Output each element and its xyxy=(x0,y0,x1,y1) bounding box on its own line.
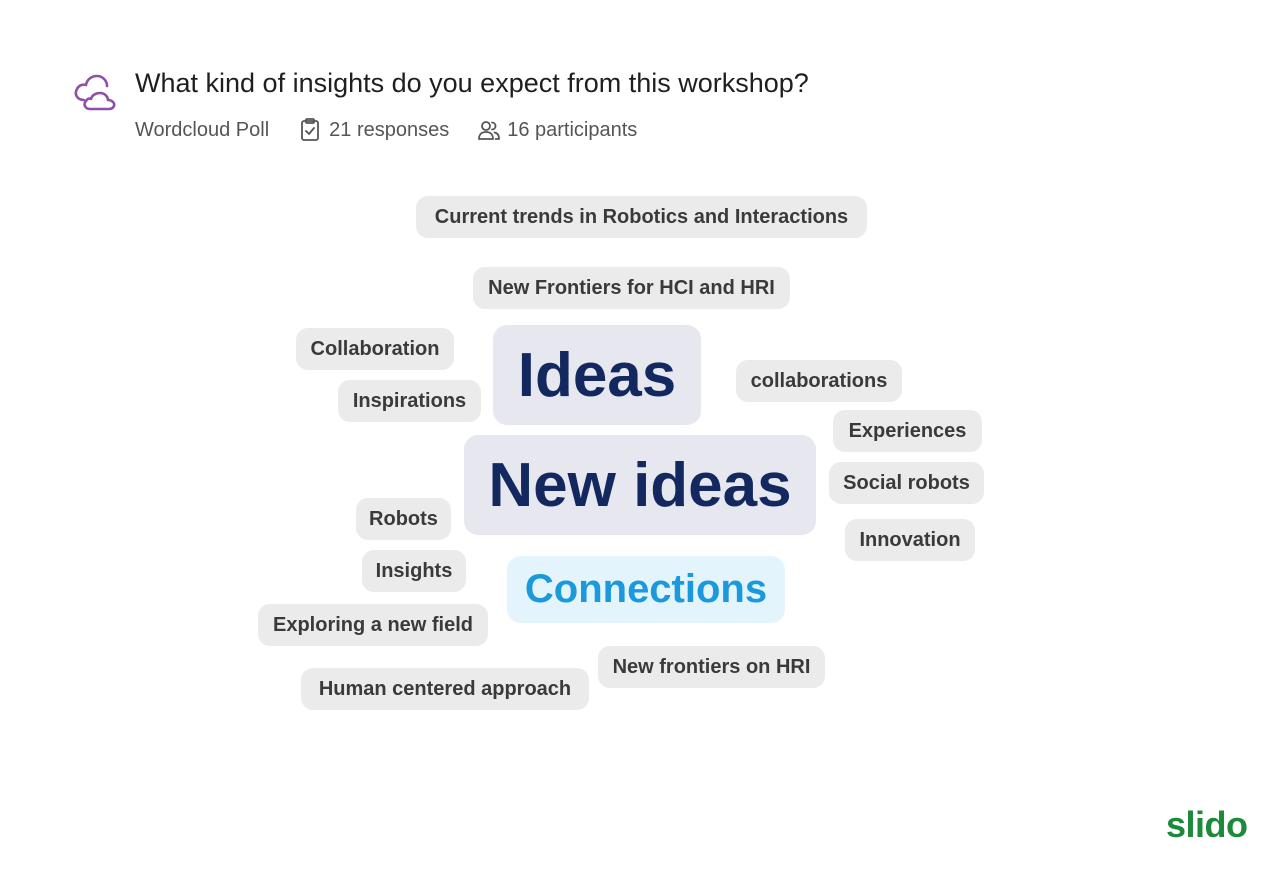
poll-type-label: Wordcloud Poll xyxy=(135,118,270,141)
word-experiences: Experiences xyxy=(833,410,982,452)
word-ideas: Ideas xyxy=(493,325,701,425)
cloud-icon xyxy=(72,72,118,114)
slido-logo: slido xyxy=(1166,804,1248,845)
responses-label: 21 responses xyxy=(329,118,450,141)
word-current-trends: Current trends in Robotics and Interacti… xyxy=(416,196,867,238)
word-collaboration: Collaboration xyxy=(296,328,454,370)
word-new-frontiers-hri: New frontiers on HRI xyxy=(598,646,825,688)
responses-count: 21 responses xyxy=(299,118,449,142)
word-exploring-new-field: Exploring a new field xyxy=(258,604,488,646)
word-new-frontiers-hci-hri: New Frontiers for HCI and HRI xyxy=(473,267,790,309)
word-human-centered-approach: Human centered approach xyxy=(301,668,589,710)
word-inspirations: Inspirations xyxy=(338,380,481,422)
clipboard-check-icon xyxy=(299,118,321,142)
word-collaborations: collaborations xyxy=(736,360,902,402)
participants-label: 16 participants xyxy=(507,118,638,141)
word-social-robots: Social robots xyxy=(829,462,984,504)
participants-count: 16 participants xyxy=(477,118,637,142)
poll-meta: Wordcloud Poll 21 responses 16 participa… xyxy=(135,116,665,144)
users-icon xyxy=(477,118,501,142)
word-innovation: Innovation xyxy=(845,519,975,561)
word-robots: Robots xyxy=(356,498,451,540)
word-insights: Insights xyxy=(362,550,466,592)
word-connections: Connections xyxy=(507,556,785,623)
word-new-ideas: New ideas xyxy=(464,435,816,535)
poll-question: What kind of insights do you expect from… xyxy=(135,68,809,98)
